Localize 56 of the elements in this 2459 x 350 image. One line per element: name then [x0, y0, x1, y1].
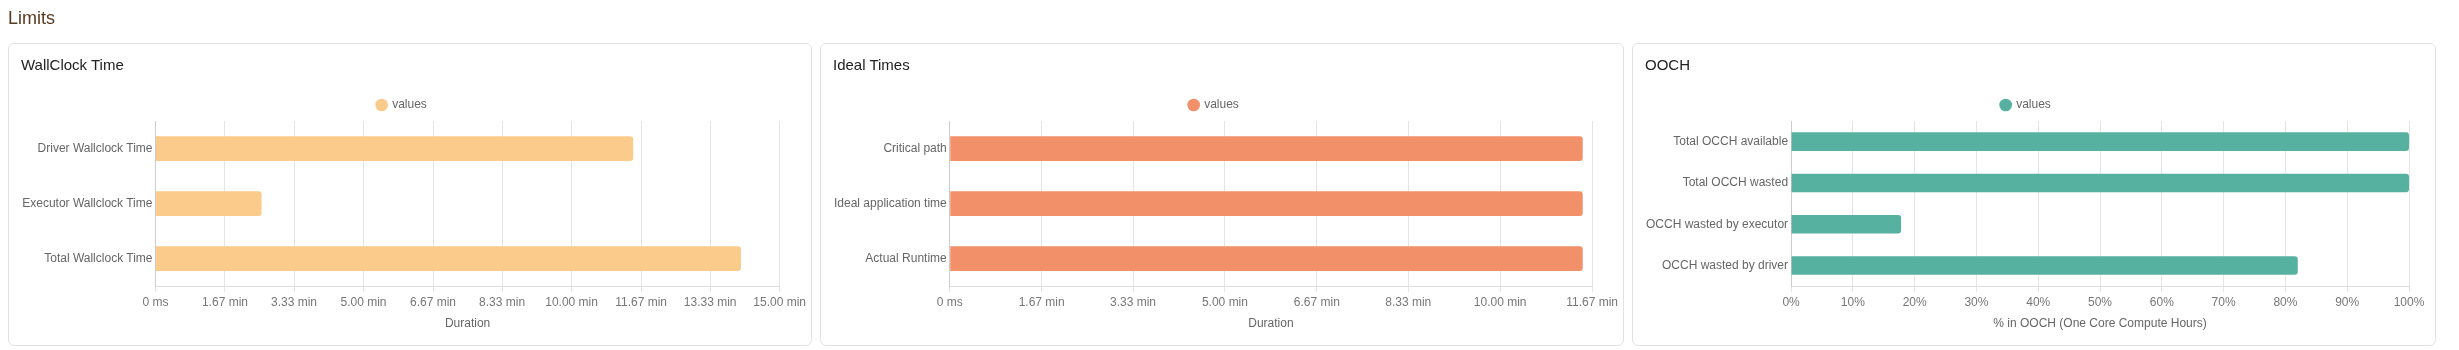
- x-tick-label: 11.67 min: [615, 294, 667, 309]
- x-axis-title: % in OOCH (One Core Compute Hours): [1993, 316, 2207, 331]
- x-tick-label: 50%: [2088, 294, 2113, 309]
- y-tick-label: Ideal application time: [834, 195, 948, 210]
- x-tick-label: 70%: [2211, 294, 2236, 309]
- x-tick-label: 1.67 min: [1018, 294, 1065, 309]
- x-tick-label: 8.33 min: [1385, 294, 1432, 309]
- x-tick-label: 10.00 min: [545, 294, 598, 309]
- x-tick-label: 40%: [2026, 294, 2051, 309]
- x-tick-label: 60%: [2149, 294, 2175, 309]
- y-tick-label: OCCH wasted by driver: [1662, 257, 1789, 272]
- chart-title: WallClock Time: [20, 55, 125, 75]
- x-tick-label: 5.00 min: [1201, 294, 1248, 309]
- x-tick-label: 3.33 min: [1110, 294, 1157, 309]
- x-tick-label: 8.33 min: [479, 294, 526, 309]
- x-tick-label: 1.67 min: [201, 294, 248, 309]
- x-tick-label: 10.00 min: [1473, 294, 1527, 309]
- x-tick-label: 90%: [2335, 294, 2360, 309]
- y-tick-label: Critical path: [883, 140, 947, 155]
- bar: [1791, 214, 1902, 234]
- bar: [155, 191, 262, 216]
- x-tick-label: 3.33 min: [271, 294, 318, 309]
- x-tick-label: 0%: [1782, 294, 1801, 309]
- x-tick-label: 6.67 min: [1293, 294, 1340, 309]
- x-tick-label: 11.67 min: [1566, 294, 1618, 309]
- y-tick-label: Total OCCH wasted: [1682, 175, 1789, 190]
- x-tick-label: 20%: [1902, 294, 1927, 309]
- y-tick-label: Total OCCH available: [1673, 133, 1789, 148]
- x-tick-label: 30%: [1964, 294, 1989, 309]
- bar: [1791, 173, 2409, 193]
- y-tick-label: Executor Wallclock Time: [22, 195, 153, 210]
- text: Limits: [8, 8, 56, 30]
- x-axis-title: Duration: [1248, 316, 1294, 331]
- y-tick-label: Driver Wallclock Time: [37, 140, 153, 155]
- x-tick-label: 100%: [2393, 294, 2425, 309]
- x-tick-label: 0 ms: [142, 294, 169, 309]
- bar: [155, 136, 634, 161]
- x-axis-title: Duration: [444, 316, 491, 331]
- legend-label: values: [1204, 97, 1239, 112]
- x-tick-label: 13.33 min: [683, 294, 737, 309]
- legend-label: values: [392, 97, 427, 112]
- bar: [155, 246, 741, 272]
- x-tick-label: 15.00 min: [753, 294, 806, 309]
- x-tick-label: 6.67 min: [410, 294, 457, 309]
- bar: [1791, 256, 2298, 275]
- bar: [1791, 132, 2409, 151]
- x-tick-label: 0 ms: [936, 294, 963, 309]
- x-tick-label: 80%: [2273, 294, 2298, 309]
- y-tick-label: Actual Runtime: [865, 250, 948, 265]
- legend-label: values: [2016, 97, 2051, 112]
- y-tick-label: Total Wallclock Time: [44, 250, 153, 265]
- y-tick-label: OCCH wasted by executor: [1645, 216, 1789, 231]
- text: OOCH: [1644, 55, 1691, 75]
- x-tick-label: 5.00 min: [340, 294, 387, 309]
- x-tick-label: 10%: [1840, 294, 1866, 309]
- chart-title: Ideal Times: [832, 55, 911, 75]
